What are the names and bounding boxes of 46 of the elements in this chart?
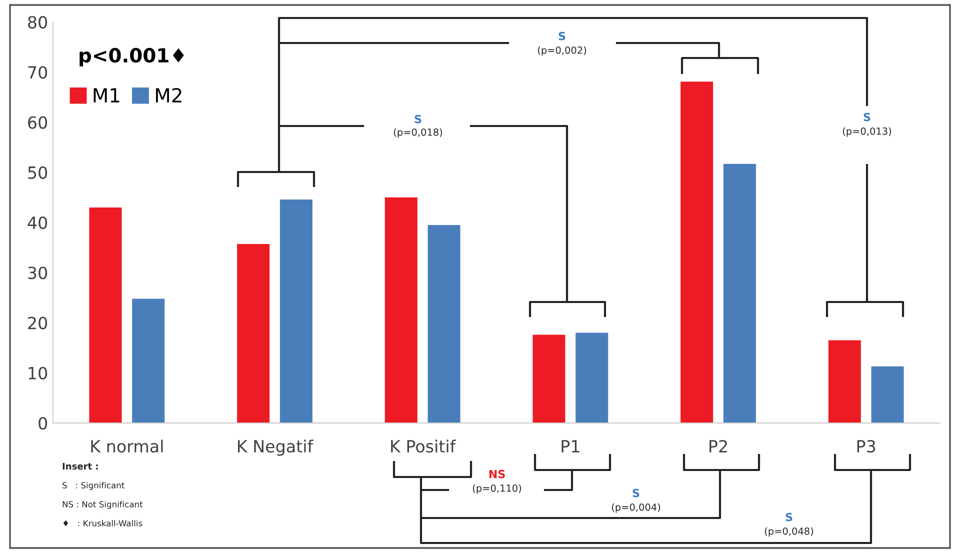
text: NS [489, 470, 505, 478]
x-tick-label: K normal [91, 440, 163, 453]
y-tick-label: 70 [28, 66, 48, 79]
y-tick-label: 50 [28, 166, 48, 179]
text: (p=0,048) [764, 527, 814, 537]
x-tick-label: P1 [562, 440, 580, 452]
bar [89, 207, 122, 423]
x-tick-label: K Negatif [238, 440, 314, 456]
x-tick-label: P3 [857, 440, 876, 453]
bar [428, 225, 460, 423]
bar [576, 332, 608, 423]
bar [532, 334, 566, 423]
x-tick-label: P2 [710, 440, 727, 452]
bar [132, 298, 165, 423]
text: (p=0,110) [472, 484, 522, 494]
bar [871, 366, 904, 423]
text: NS : Not Significant [62, 500, 143, 510]
y-tick-label: 10 [28, 366, 48, 380]
y-tick-label: 20 [28, 316, 48, 330]
text: S [632, 488, 640, 498]
bar [237, 244, 270, 423]
text: S : Significant [62, 482, 124, 490]
legend-label: M1 [94, 88, 120, 102]
annotation: (p=0,013) [842, 127, 892, 137]
bar [828, 340, 861, 423]
bar [723, 164, 756, 423]
bar [680, 82, 714, 423]
annotation: S [414, 114, 422, 124]
text: Insert : [62, 462, 98, 470]
annotation: (p=0,018) [394, 128, 442, 138]
annotation: S [558, 32, 566, 40]
annotation: (p=0,002) [538, 46, 586, 56]
bar [384, 197, 418, 423]
y-tick-label: 60 [28, 116, 48, 129]
x-tick-label: K Positif [391, 440, 456, 453]
legend-label: M2 [156, 88, 182, 102]
text: S [786, 512, 792, 522]
annotation: S [864, 112, 870, 122]
bar [280, 199, 312, 423]
text: ♦ : Kruskall-Wallis [63, 520, 142, 526]
y-tick-label: 30 [28, 266, 48, 280]
y-tick-label: 0 [38, 416, 48, 430]
y-tick-label: 80 [28, 16, 48, 29]
text: (p=0,004) [612, 503, 660, 513]
y-tick-label: 40 [28, 216, 48, 230]
annotation: p<0.001♦ [80, 48, 184, 66]
